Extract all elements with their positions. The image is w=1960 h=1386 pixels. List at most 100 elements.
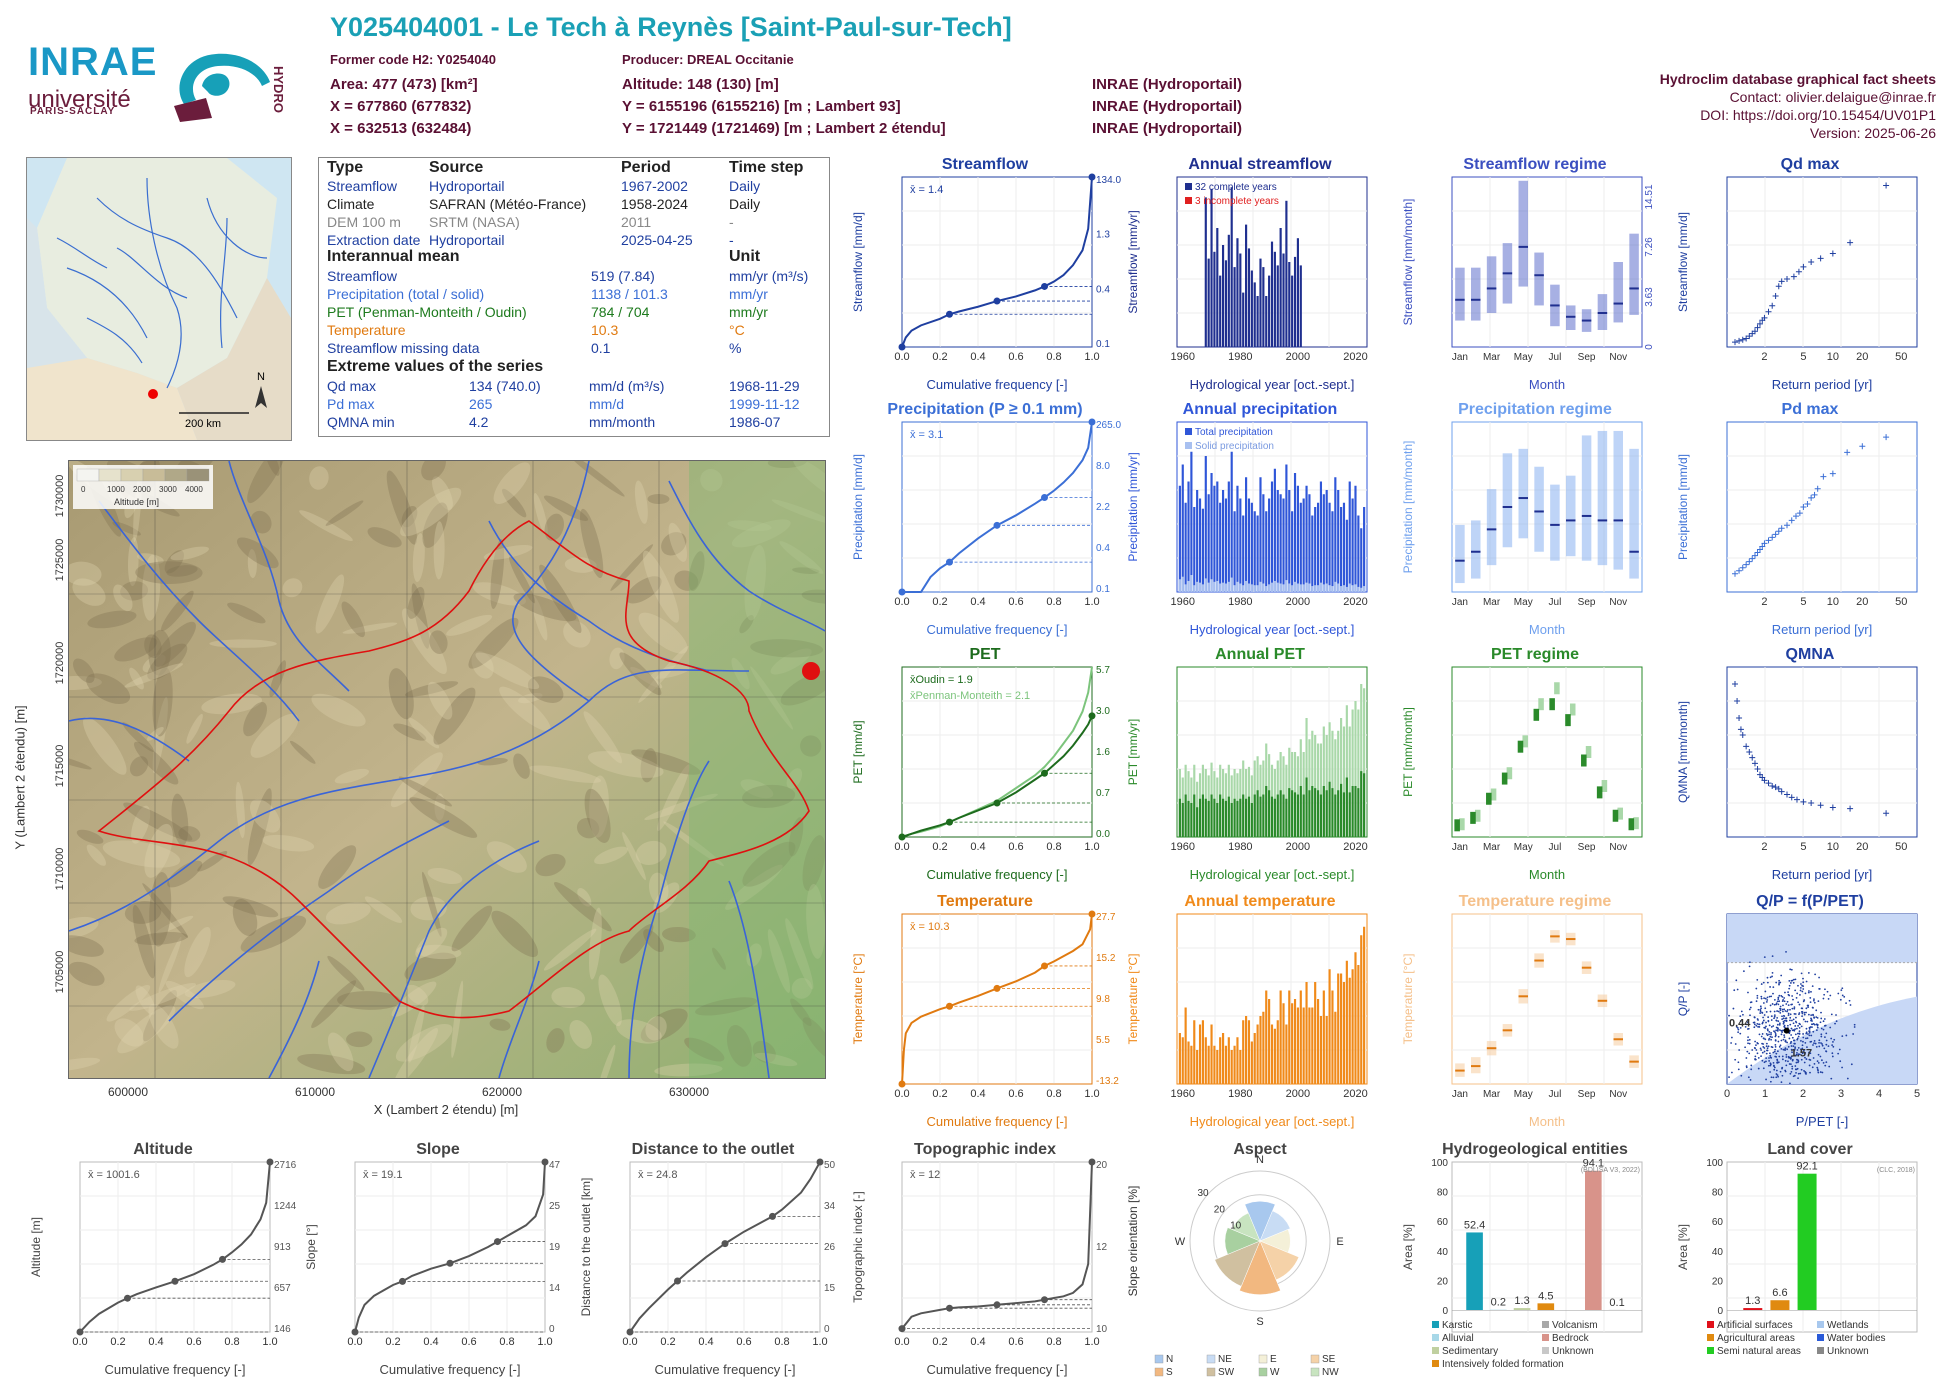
bar	[1190, 1045, 1193, 1084]
doi-link[interactable]: DOI: https://doi.org/10.15454/UV01P1	[1700, 107, 1936, 123]
qp-point	[1753, 1023, 1756, 1026]
scatter-point	[1743, 561, 1750, 568]
qp-point	[1778, 1055, 1781, 1058]
quantile-marker	[993, 984, 1001, 992]
month-tick: Mar	[1483, 1089, 1501, 1100]
x-tick: 2020	[1343, 351, 1367, 363]
bar	[1354, 952, 1357, 1084]
qp-point	[1736, 988, 1739, 991]
topo-y-tick: 1720000	[54, 641, 66, 685]
precipitation-xlabel: Cumulative frequency [-]	[927, 622, 1068, 637]
qp-point	[1784, 1019, 1786, 1022]
bar-solid	[1282, 584, 1285, 592]
bar-secondary	[1351, 709, 1354, 837]
temperature_regime-chart: Temperature regime Month Temperature [°C] J…	[1401, 893, 1643, 1129]
qp-point	[1794, 1028, 1796, 1031]
streamflow-right-label: 134.0	[1096, 175, 1121, 186]
box-secondary	[1538, 698, 1544, 711]
bar-solid	[1299, 584, 1302, 592]
bar	[1262, 794, 1265, 837]
qp-point	[1745, 1057, 1748, 1059]
qp-point	[1804, 1056, 1806, 1059]
x-tick: 0.2	[932, 841, 947, 853]
qp-point	[1775, 1029, 1778, 1032]
bar	[1282, 253, 1285, 347]
bar	[1276, 794, 1279, 837]
bar	[1221, 245, 1225, 347]
qp-point	[1793, 1006, 1796, 1009]
temperature-title: Temperature	[937, 893, 1033, 910]
topo-y-tick: 1710000	[54, 847, 66, 891]
bar	[1293, 792, 1297, 837]
qp-point	[1786, 1041, 1789, 1044]
box	[1581, 435, 1592, 561]
scatter-point	[1788, 794, 1795, 801]
qp-point	[1812, 1014, 1815, 1017]
qp-point	[1823, 1047, 1826, 1050]
x-tick: 0.6	[1008, 351, 1023, 363]
qp-point	[1794, 1046, 1797, 1049]
qp-point	[1805, 1037, 1807, 1040]
qp-point	[1750, 1068, 1753, 1071]
legend-entry: Wetlands	[1827, 1320, 1869, 1331]
qp-point	[1749, 1014, 1751, 1017]
qp-point	[1810, 990, 1812, 993]
qp-point	[1746, 1028, 1749, 1030]
scatter-point	[1736, 337, 1743, 344]
contact[interactable]: Contact: olivier.delaigue@inrae.fr	[1729, 89, 1936, 105]
qp-point	[1778, 982, 1780, 984]
qp-point	[1791, 1065, 1794, 1068]
x-tick: 1960	[1171, 841, 1195, 853]
x-tick: 2000	[1286, 596, 1310, 608]
qp-point	[1775, 1019, 1778, 1022]
qp-point	[1803, 1011, 1806, 1014]
quantile-marker	[494, 1238, 501, 1246]
topo-y-tick: 1730000	[54, 474, 66, 518]
bar	[1357, 788, 1360, 837]
qp-point	[1734, 1043, 1737, 1045]
qp-point	[1809, 1071, 1811, 1074]
qp-point	[1783, 1036, 1786, 1039]
altitude-xlabel: Cumulative frequency [-]	[105, 1362, 246, 1377]
bar	[1239, 253, 1242, 347]
x-tick: 0.6	[1008, 841, 1023, 853]
annual_precipitation-title: Annual precipitation	[1183, 401, 1338, 418]
bar	[1337, 490, 1340, 592]
streamflow-series	[901, 176, 1093, 348]
qp-point	[1773, 1015, 1776, 1018]
bar	[1305, 982, 1308, 1084]
bar	[1331, 990, 1334, 1084]
box-secondary	[1474, 809, 1481, 822]
altitude-right-label: 146	[274, 1324, 291, 1335]
qp-point	[1735, 979, 1738, 982]
mean-value: 1138 / 101.3	[591, 286, 668, 302]
qp-point	[1797, 1046, 1800, 1049]
qp-point	[1813, 1001, 1816, 1004]
month-tick: Jan	[1452, 352, 1468, 363]
qp-point	[1790, 1063, 1792, 1066]
bar	[1342, 502, 1346, 592]
box-secondary	[1569, 703, 1576, 716]
slope-plot-area	[354, 1161, 546, 1333]
qp-point	[1806, 1046, 1808, 1049]
bar	[1357, 515, 1360, 592]
month-tick: Sep	[1578, 1089, 1596, 1100]
qp-point	[1833, 1038, 1836, 1041]
qp-point	[1766, 1047, 1769, 1050]
qp-point	[1756, 1022, 1759, 1025]
pet-right-label: 0.7	[1096, 788, 1110, 799]
quantile-marker	[1041, 493, 1048, 501]
x-tick: 0.2	[660, 1336, 675, 1348]
qp-point	[1732, 1007, 1735, 1010]
scatter-point	[1769, 783, 1776, 789]
qp-point	[1809, 1026, 1812, 1028]
annual_pet-title: Annual PET	[1215, 646, 1305, 663]
qp-point	[1772, 986, 1775, 989]
bar-solid	[1239, 583, 1242, 592]
scatter-point	[1883, 810, 1890, 817]
bar	[1201, 794, 1204, 837]
qp-point	[1802, 1036, 1805, 1039]
qp-point	[1804, 1041, 1807, 1044]
qp-point	[1751, 1049, 1754, 1051]
bar	[1198, 1024, 1202, 1084]
